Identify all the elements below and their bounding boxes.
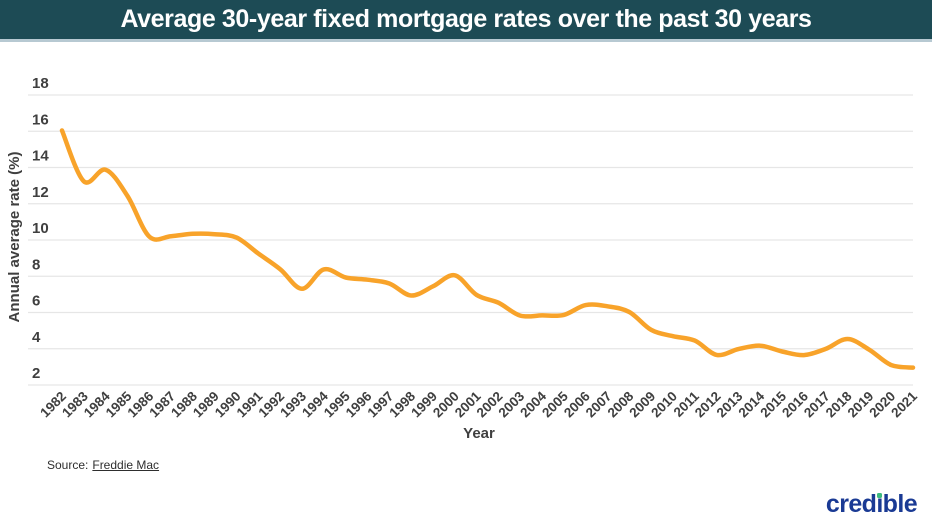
mortgage-rate-line-chart: 2 4 6 8 10 12 14 16 18 1982198319841985198619871… [6,75,920,442]
y-axis-tick-labels: 2 4 6 8 10 12 14 16 18 [32,75,49,382]
y-axis-title: Annual average rate (%) [6,152,23,323]
y-tick-label: 18 [32,75,49,92]
brand-logo-text: cred [825,490,877,518]
x-tick-label: 2021 [888,388,920,420]
source-note: Source: Freddie Mac [47,458,159,472]
y-tick-label: 12 [32,184,49,201]
y-tick-label: 10 [32,220,49,237]
gridlines [28,94,913,386]
brand-logo: credı ble [825,490,918,518]
brand-logo-text: ble [882,490,918,518]
source-link[interactable]: Freddie Mac [92,458,160,472]
y-tick-label: 4 [32,329,41,346]
chart-title-bar: Average 30-year fixed mortgage rates ove… [0,0,932,42]
y-tick-label: 6 [32,293,40,310]
y-tick-label: 16 [32,111,49,128]
brand-dot-icon [877,493,883,498]
y-tick-label: 14 [32,148,49,165]
rate-line-series [59,128,916,370]
y-tick-label: 8 [32,256,40,273]
y-tick-label: 2 [32,365,40,382]
x-axis-title: Year [463,425,495,442]
brand-logo-text: ı [876,490,883,518]
source-label: Source: [47,458,89,472]
x-axis-tick-labels: 1982198319841985198619871988198919901991… [37,388,920,420]
chart-title: Average 30-year fixed mortgage rates ove… [120,5,812,33]
